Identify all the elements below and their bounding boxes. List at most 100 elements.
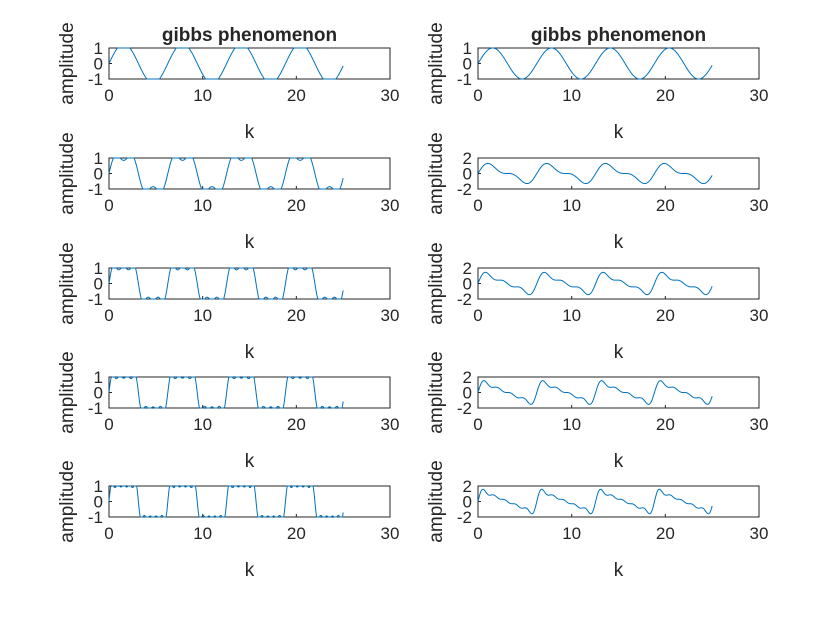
x-tick-label: 10 xyxy=(562,524,581,543)
x-tick-label: 30 xyxy=(381,415,400,434)
x-tick-label: 20 xyxy=(656,524,675,543)
y-tick-label: 1 xyxy=(94,368,103,387)
series-line xyxy=(477,380,713,405)
y-tick-label: 0 xyxy=(463,384,472,403)
y-tick-label: 2 xyxy=(463,368,472,387)
y-tick-label: -1 xyxy=(88,180,103,199)
series-line xyxy=(108,267,344,300)
axes-box xyxy=(477,47,760,80)
x-tick-label: 20 xyxy=(287,196,306,215)
x-tick-label: 30 xyxy=(381,86,400,105)
x-tick-label: 0 xyxy=(104,196,113,215)
series-line xyxy=(477,162,713,185)
x-tick-label: 30 xyxy=(750,196,769,215)
x-tick-label: 30 xyxy=(750,415,769,434)
y-tick-label: 0 xyxy=(463,55,472,74)
x-axis-label: k xyxy=(245,232,255,253)
x-tick-label: 10 xyxy=(562,86,581,105)
y-tick-label: -1 xyxy=(88,508,103,527)
y-tick-label: 1 xyxy=(94,477,103,496)
x-tick-label: 10 xyxy=(193,86,212,105)
y-tick-label: -1 xyxy=(457,70,472,89)
y-tick-label: 0 xyxy=(94,493,103,512)
y-tick-label: 1 xyxy=(94,259,103,278)
y-tick-label: -1 xyxy=(88,290,103,309)
y-tick-label: -2 xyxy=(457,290,472,309)
x-tick-label: 0 xyxy=(473,415,482,434)
x-tick-label: 0 xyxy=(104,306,113,325)
axes-box xyxy=(477,157,760,190)
y-tick-label: 1 xyxy=(463,39,472,58)
y-tick-label: 2 xyxy=(463,477,472,496)
y-tick-label: 1 xyxy=(94,39,103,58)
x-tick-label: 20 xyxy=(287,415,306,434)
x-axis-label: k xyxy=(614,122,624,143)
x-tick-label: 0 xyxy=(104,86,113,105)
y-tick-label: 1 xyxy=(94,149,103,168)
x-tick-label: 0 xyxy=(104,415,113,434)
y-axis-label: amplitude xyxy=(57,132,78,214)
y-axis-label: amplitude xyxy=(57,460,78,542)
y-tick-label: -2 xyxy=(457,508,472,527)
axes-box xyxy=(477,267,760,300)
y-tick-label: -1 xyxy=(88,70,103,89)
x-tick-label: 30 xyxy=(381,196,400,215)
x-axis-label: k xyxy=(245,342,255,363)
x-axis-label: k xyxy=(614,232,624,253)
series-line xyxy=(477,488,713,515)
x-tick-label: 20 xyxy=(287,86,306,105)
x-tick-label: 20 xyxy=(656,196,675,215)
y-axis-label: amplitude xyxy=(426,242,447,324)
x-tick-label: 20 xyxy=(656,86,675,105)
axes-box xyxy=(108,376,391,409)
x-tick-label: 0 xyxy=(473,524,482,543)
series-line xyxy=(108,157,344,190)
x-axis-label: k xyxy=(614,451,624,472)
x-tick-label: 20 xyxy=(656,306,675,325)
x-tick-label: 10 xyxy=(193,524,212,543)
x-axis-label: k xyxy=(245,122,255,143)
axes-box xyxy=(108,157,391,190)
x-tick-label: 10 xyxy=(562,196,581,215)
x-tick-label: 10 xyxy=(193,306,212,325)
x-tick-label: 30 xyxy=(381,524,400,543)
x-tick-label: 20 xyxy=(287,524,306,543)
y-tick-label: 2 xyxy=(463,149,472,168)
x-tick-label: 30 xyxy=(381,306,400,325)
y-tick-label: 0 xyxy=(94,165,103,184)
x-tick-label: 30 xyxy=(750,306,769,325)
x-tick-label: 20 xyxy=(656,415,675,434)
x-axis-label: k xyxy=(614,560,624,581)
chart-title: gibbs phenomenon xyxy=(162,25,337,46)
x-tick-label: 10 xyxy=(193,415,212,434)
x-tick-label: 0 xyxy=(473,86,482,105)
series-line xyxy=(477,271,713,296)
axes-box xyxy=(477,485,760,518)
x-axis-label: k xyxy=(614,342,624,363)
series-line xyxy=(108,376,344,409)
x-tick-label: 20 xyxy=(287,306,306,325)
y-tick-label: 0 xyxy=(94,275,103,294)
series-line xyxy=(108,47,344,80)
series-line xyxy=(477,47,713,80)
y-axis-label: amplitude xyxy=(426,460,447,542)
y-tick-label: 0 xyxy=(94,384,103,403)
x-tick-label: 0 xyxy=(473,196,482,215)
chart-title: gibbs phenomenon xyxy=(531,25,706,46)
x-axis-label: k xyxy=(245,560,255,581)
y-tick-label: 0 xyxy=(463,493,472,512)
y-tick-label: -2 xyxy=(457,399,472,418)
y-tick-label: -1 xyxy=(88,399,103,418)
y-tick-label: 0 xyxy=(463,275,472,294)
x-tick-label: 10 xyxy=(193,196,212,215)
y-tick-label: 0 xyxy=(463,165,472,184)
y-axis-label: amplitude xyxy=(57,351,78,433)
axes-box xyxy=(108,485,391,518)
